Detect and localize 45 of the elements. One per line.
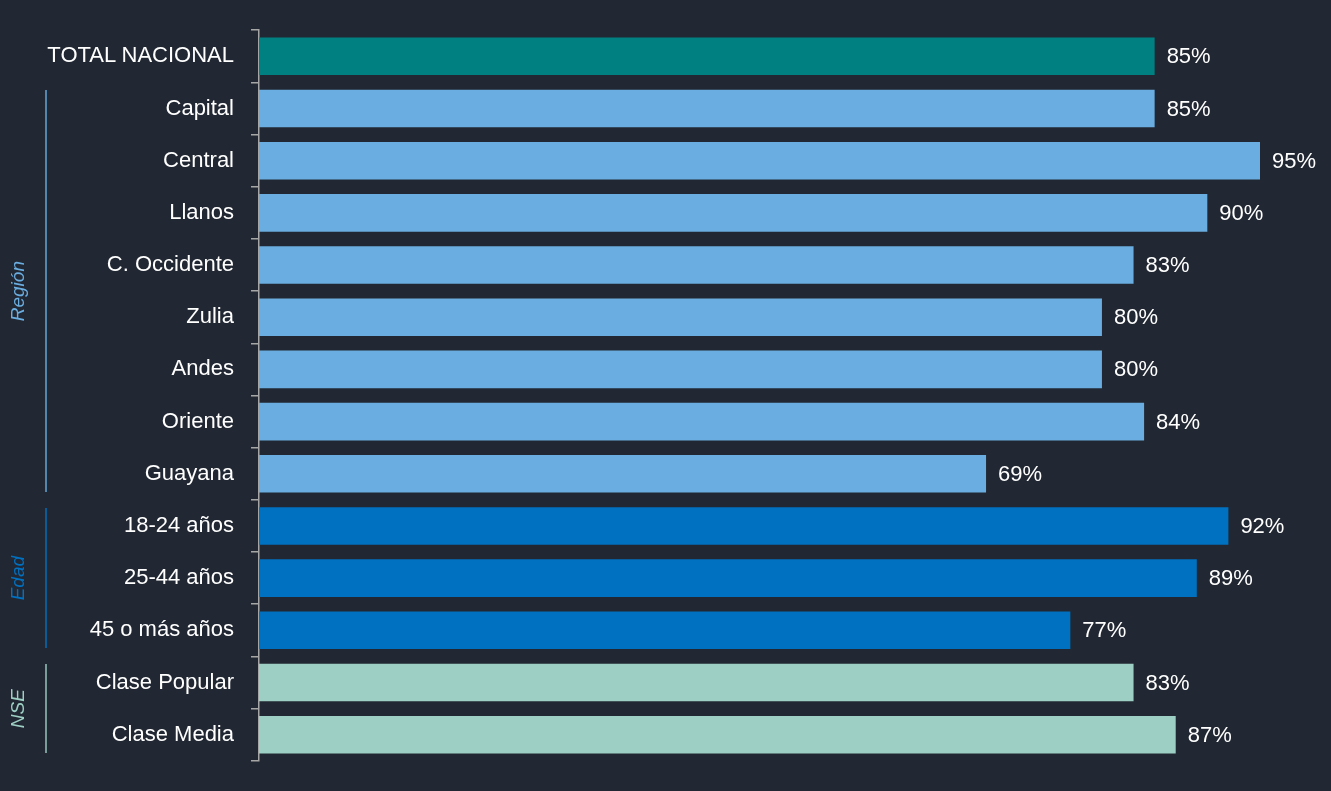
- data-label: 83%: [1145, 252, 1190, 278]
- bar: [259, 194, 1208, 232]
- data-label: 90%: [1219, 199, 1264, 225]
- y-tick-label: 45 o más años: [89, 616, 234, 642]
- y-tick-label: Oriente: [161, 407, 234, 433]
- data-label: 83%: [1145, 669, 1190, 695]
- bar: [259, 559, 1197, 597]
- data-label: 84%: [1156, 408, 1201, 434]
- data-label: 85%: [1166, 43, 1211, 69]
- bar: [259, 350, 1102, 389]
- data-label: 95%: [1272, 147, 1317, 173]
- data-label: 69%: [998, 460, 1043, 486]
- data-label: 77%: [1082, 617, 1127, 643]
- data-label: 80%: [1113, 304, 1158, 330]
- bar: [259, 141, 1260, 180]
- data-label: 80%: [1113, 356, 1158, 382]
- bar: [259, 715, 1176, 754]
- y-tick-label: C. Occidente: [106, 251, 234, 277]
- y-tick-label: Central: [163, 146, 234, 172]
- y-tick-label: Zulia: [186, 303, 235, 329]
- y-tick-label: Andes: [171, 355, 234, 381]
- bar: [259, 246, 1134, 284]
- text: Edad: [7, 554, 29, 601]
- bar: [259, 37, 1155, 76]
- data-label: 85%: [1166, 95, 1211, 121]
- text: Región: [7, 261, 29, 322]
- y-tick-label: TOTAL NACIONAL: [47, 42, 234, 68]
- bar: [259, 507, 1229, 545]
- bar: [259, 663, 1134, 702]
- y-tick-label: 25-44 años: [123, 564, 234, 590]
- bar: [259, 611, 1071, 650]
- y-tick-label: Capital: [165, 94, 234, 120]
- y-tick-label: Clase Media: [111, 720, 235, 746]
- y-tick-label: 18-24 años: [123, 512, 234, 538]
- data-label: 87%: [1187, 721, 1232, 747]
- data-label: 89%: [1208, 565, 1253, 591]
- y-tick-label: Llanos: [169, 198, 234, 224]
- bar: [259, 298, 1102, 337]
- y-tick-label: Guayana: [144, 459, 235, 485]
- data-label: 92%: [1240, 513, 1285, 539]
- bar: [259, 89, 1155, 128]
- bar: [259, 454, 987, 493]
- y-tick-label: Clase Popular: [95, 668, 234, 694]
- text: NSE: [7, 688, 29, 729]
- bar: [259, 402, 1145, 441]
